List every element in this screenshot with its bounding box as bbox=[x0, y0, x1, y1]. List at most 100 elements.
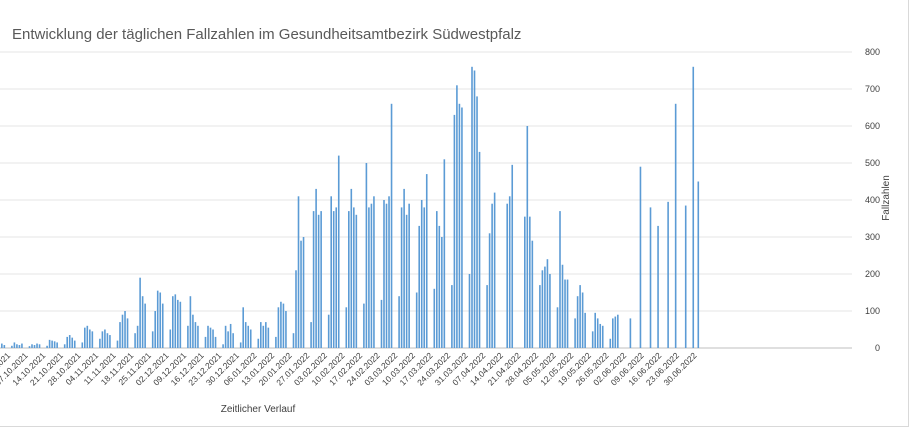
bar bbox=[400, 207, 403, 348]
bar bbox=[28, 346, 31, 348]
chart-frame: Entwicklung der täglichen Fallzahlen im … bbox=[0, 0, 909, 427]
bar bbox=[556, 307, 559, 348]
bar bbox=[292, 333, 295, 348]
bar bbox=[239, 342, 242, 348]
bar bbox=[262, 325, 265, 348]
y-tick-label: 500 bbox=[865, 158, 880, 168]
bar bbox=[317, 214, 320, 348]
bar bbox=[596, 318, 599, 348]
bar bbox=[73, 340, 76, 348]
bar bbox=[544, 266, 546, 348]
bar bbox=[154, 311, 156, 348]
bar bbox=[169, 329, 172, 348]
bar bbox=[66, 336, 68, 348]
bar bbox=[576, 296, 579, 348]
bar bbox=[609, 338, 612, 348]
bar bbox=[31, 344, 33, 348]
bar bbox=[649, 207, 652, 348]
bar bbox=[566, 279, 569, 348]
y-tick-label: 400 bbox=[865, 195, 880, 205]
bar bbox=[277, 307, 280, 348]
bar bbox=[280, 301, 282, 348]
bar bbox=[488, 233, 491, 348]
bar bbox=[337, 155, 340, 348]
bars bbox=[1, 66, 700, 349]
bar bbox=[156, 290, 159, 348]
bar bbox=[267, 327, 270, 348]
chart-plot: 0 100 200 300 400 500 600 700 800 30.09.202107.1… bbox=[0, 47, 892, 415]
bar bbox=[48, 339, 51, 348]
bar bbox=[285, 311, 287, 348]
bar bbox=[574, 318, 576, 348]
bar bbox=[524, 216, 526, 348]
x-axis-title: Zeitlicher Verlauf bbox=[221, 404, 296, 415]
bar bbox=[363, 303, 365, 348]
bar bbox=[461, 107, 463, 348]
bar bbox=[433, 288, 436, 348]
bar bbox=[345, 307, 348, 348]
bar bbox=[405, 214, 408, 348]
bar bbox=[229, 323, 232, 348]
bar bbox=[584, 312, 586, 348]
bar bbox=[300, 240, 302, 348]
bar bbox=[13, 342, 16, 348]
bar bbox=[420, 200, 423, 348]
bar bbox=[617, 314, 619, 348]
bar bbox=[194, 322, 197, 348]
bar bbox=[282, 303, 285, 348]
bar bbox=[353, 207, 355, 348]
bar bbox=[68, 335, 71, 348]
bar bbox=[119, 322, 121, 348]
bar bbox=[657, 225, 659, 348]
bar bbox=[139, 277, 141, 348]
bar bbox=[136, 325, 139, 348]
bar bbox=[491, 203, 493, 348]
y-tick-label: 0 bbox=[875, 343, 880, 353]
y-tick-label: 200 bbox=[865, 269, 880, 279]
bar bbox=[441, 237, 443, 348]
bar bbox=[559, 211, 561, 348]
bar bbox=[388, 196, 390, 348]
bar bbox=[312, 211, 315, 348]
bar bbox=[89, 329, 91, 348]
bar bbox=[249, 329, 252, 348]
bar bbox=[456, 85, 458, 349]
bar bbox=[99, 338, 101, 348]
y-tick-labels: 0 100 200 300 400 500 600 700 800 bbox=[865, 47, 880, 353]
bar bbox=[473, 70, 476, 348]
y-tick-label: 700 bbox=[865, 84, 880, 94]
bar bbox=[629, 318, 632, 348]
bar bbox=[33, 345, 36, 348]
bar bbox=[478, 151, 481, 348]
bar bbox=[564, 279, 566, 348]
bar bbox=[594, 312, 596, 348]
bar bbox=[368, 207, 370, 348]
bar bbox=[242, 307, 244, 348]
bar bbox=[674, 103, 677, 348]
bar bbox=[212, 329, 214, 348]
bar bbox=[365, 163, 368, 348]
bar bbox=[601, 325, 604, 348]
bar bbox=[531, 240, 534, 348]
bar bbox=[458, 103, 461, 348]
bar bbox=[373, 196, 375, 348]
bar bbox=[172, 296, 174, 348]
bar bbox=[541, 270, 544, 348]
bar bbox=[260, 322, 262, 348]
bar bbox=[310, 322, 312, 348]
bar bbox=[56, 342, 58, 348]
bar bbox=[398, 296, 400, 348]
bar bbox=[390, 103, 393, 348]
bar bbox=[684, 205, 687, 348]
bar bbox=[104, 329, 106, 348]
bar bbox=[579, 285, 581, 348]
bar bbox=[204, 336, 207, 348]
bar bbox=[614, 316, 617, 348]
bar bbox=[116, 340, 119, 348]
bar bbox=[46, 345, 48, 348]
bar bbox=[86, 325, 89, 348]
bar bbox=[63, 344, 66, 348]
bar bbox=[320, 211, 322, 348]
bar bbox=[529, 216, 531, 348]
bar bbox=[443, 159, 446, 348]
